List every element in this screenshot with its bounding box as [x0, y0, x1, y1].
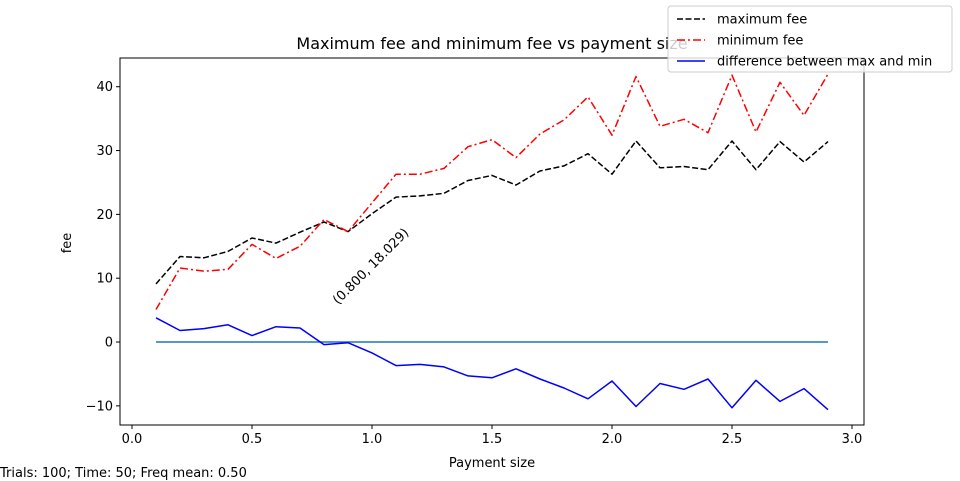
x-tick-label: 0.0 [122, 432, 143, 447]
legend-label: difference between max and min [717, 55, 932, 70]
y-axis: −10 0 10 20 30 40 [86, 80, 120, 414]
y-tick-label: 40 [96, 80, 113, 95]
x-tick-label: 1.5 [482, 432, 503, 447]
y-tick-label: 30 [96, 144, 113, 159]
series-line-maximum-fee [155, 140, 829, 285]
x-tick-label: 2.0 [602, 432, 623, 447]
x-tick-label: 0.5 [242, 432, 263, 447]
x-axis-title: Payment size [449, 456, 535, 471]
series-line-difference-between-max-and-min [155, 317, 829, 411]
y-tick-label: 20 [96, 208, 113, 223]
plot-area-frame [119, 57, 865, 426]
legend-frame [667, 5, 953, 73]
plot-lines [155, 73, 829, 411]
x-tick-label: 1.0 [362, 432, 383, 447]
y-tick-label: 0 [105, 336, 113, 351]
x-tick-label: 3.0 [842, 432, 863, 447]
chart-title: Maximum fee and minimum fee vs payment s… [296, 34, 687, 53]
point-annotation: (0.800, 18.029) [330, 226, 412, 308]
series-line-minimum-fee [155, 73, 829, 310]
y-tick-label: 10 [96, 272, 113, 287]
legend-label: maximum fee [717, 13, 807, 28]
x-axis: 0.0 0.5 1.0 1.5 2.0 2.5 3.0 [122, 425, 863, 447]
y-axis-title: fee [60, 233, 75, 254]
x-tick-label: 2.5 [722, 432, 743, 447]
y-tick-label: −10 [86, 399, 113, 414]
legend-label: minimum fee [717, 34, 803, 49]
legend: maximum fee minimum fee difference between… [667, 5, 953, 73]
run-info-footer: Trials: 100; Time: 50; Freq mean: 0.50 [0, 466, 247, 481]
